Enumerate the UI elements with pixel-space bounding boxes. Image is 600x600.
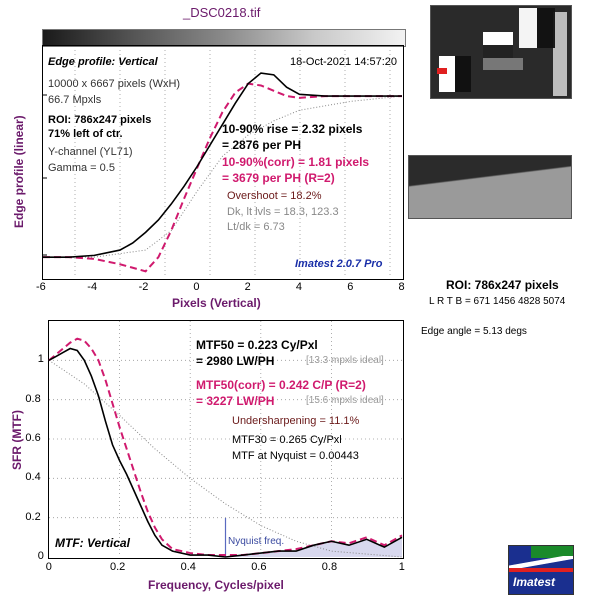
mtf-y-tick-label: 0 [37,550,44,562]
mtf-y-tick-label: 0.2 [25,510,41,523]
logo-stripe [509,556,573,568]
mtf50-corr-lwph: = 3227 LW/PH [196,394,275,408]
mtf-corr-line [48,337,403,557]
edge-x-tick-label: 0 [193,281,200,293]
edge-channel: Y-channel (YL71) [48,146,133,158]
checker-target-mid [483,32,513,58]
logo-green-band [531,546,573,558]
mtf-y-tick-label: 0.6 [25,432,41,444]
edge-x-tick-label: -2 [138,281,149,293]
edge-x-tick-label: 4 [295,281,303,293]
gray-gradient-bar [42,29,406,47]
mtf-x-tick-label: 0 [45,561,52,573]
edge-header: Edge profile: Vertical [48,56,158,68]
scene-thumbnail [430,5,572,99]
mtf-y-tick-label: 0.8 [25,392,41,405]
mtf-y-axis-label: SFR (MTF) [10,410,24,470]
checker-target-top [519,8,555,48]
mtf50-corr-ideal: [15.6 mpxls ideal] [306,395,384,406]
mtf-reference-line [48,359,403,558]
edge-angle: Edge angle = 5.13 degs [421,326,527,337]
mtf-x-tick-label: 0.8 [321,561,338,573]
mtf-footer: MTF: Vertical [55,536,130,550]
mtf-y-tick-label: 0.4 [25,471,41,484]
mtf-x-tick-label: 0.2 [110,561,126,573]
scene-object [483,58,523,70]
imatest-version: Imatest 2.0.7 Pro [295,258,383,270]
roi-crop-thumbnail [408,155,572,219]
edge-info-dimensions: 10000 x 6667 pixels (WxH) [48,78,181,90]
edge-profile-plot [42,45,404,280]
mtf50-lwph: = 2980 LW/PH [196,354,275,368]
mtf-x-tick-label: 1 [398,561,405,573]
mtf30: MTF30 = 0.265 Cy/Pxl [232,434,342,446]
edge-x-tick-label: -4 [87,281,98,293]
rise-value: 10-90% rise = 2.32 pixels [222,122,363,136]
roi-coordinates: L R T B = 671 1456 4828 5074 [429,296,566,307]
mtf-x-tick-label: 0.4 [180,561,196,573]
dark-light-levels: Dk, lt lvls = 18.3, 123.3 [227,206,339,218]
edge-roi: ROI: 786x247 pixels [48,114,152,126]
mtf-y-tick-label: 1 [37,353,44,366]
undersharpening: Undersharpening = 11.1% [232,415,360,427]
overshoot: Overshoot = 18.2% [227,190,322,202]
mtf50: MTF50 = 0.223 Cy/Pxl [196,338,318,352]
scene-bright-edge [553,12,567,96]
rise-corr-per-ph: = 3679 per PH (R=2) [222,171,335,185]
edge-x-tick-label: 2 [244,281,251,293]
light-dark-ratio: Lt/dk = 6.73 [227,221,285,233]
edge-corr-line [43,82,402,273]
window-title: _DSC0218.tif [183,5,261,20]
edge-gamma: Gamma = 0.5 [48,162,115,174]
edge-reference-line [43,95,403,258]
rise-per-ph: = 2876 per PH [222,138,302,152]
mtf-x-tick-label: 0.6 [251,561,267,573]
edge-x-tick-label: -6 [36,281,46,293]
mtf-main-line [48,347,403,558]
mtf50-ideal: [13.3 mpxls ideal] [306,355,384,366]
edge-timestamp: 18-Oct-2021 14:57:20 [290,56,398,68]
mtf-at-nyquist: MTF at Nyquist = 0.00443 [232,450,359,462]
rise-corr-value: 10-90%(corr) = 1.81 pixels [222,155,370,169]
edge-x-tick-label: 6 [347,281,354,293]
logo-text: Imatest [513,575,556,589]
edge-x-tick-label: 8 [398,281,405,293]
roi-marker [437,68,447,74]
mtf-plot [48,320,404,559]
logo-red-bar [509,568,573,572]
roi-title: ROI: 786x247 pixels [446,278,559,292]
edge-main-line [43,72,402,258]
mtf-x-axis-label: Frequency, Cycles/pixel [148,578,284,592]
checker-target-left [439,56,471,92]
edge-roi-position: 71% left of ctr. [48,128,123,140]
mtf50-corr: MTF50(corr) = 0.242 C/P (R=2) [196,378,366,392]
edge-info-mpxls: 66.7 Mpxls [48,94,102,106]
imatest-logo: Imatest [508,545,574,595]
nyquist-label: Nyquist freq. [228,536,285,547]
edge-x-axis-label: Pixels (Vertical) [172,296,261,310]
